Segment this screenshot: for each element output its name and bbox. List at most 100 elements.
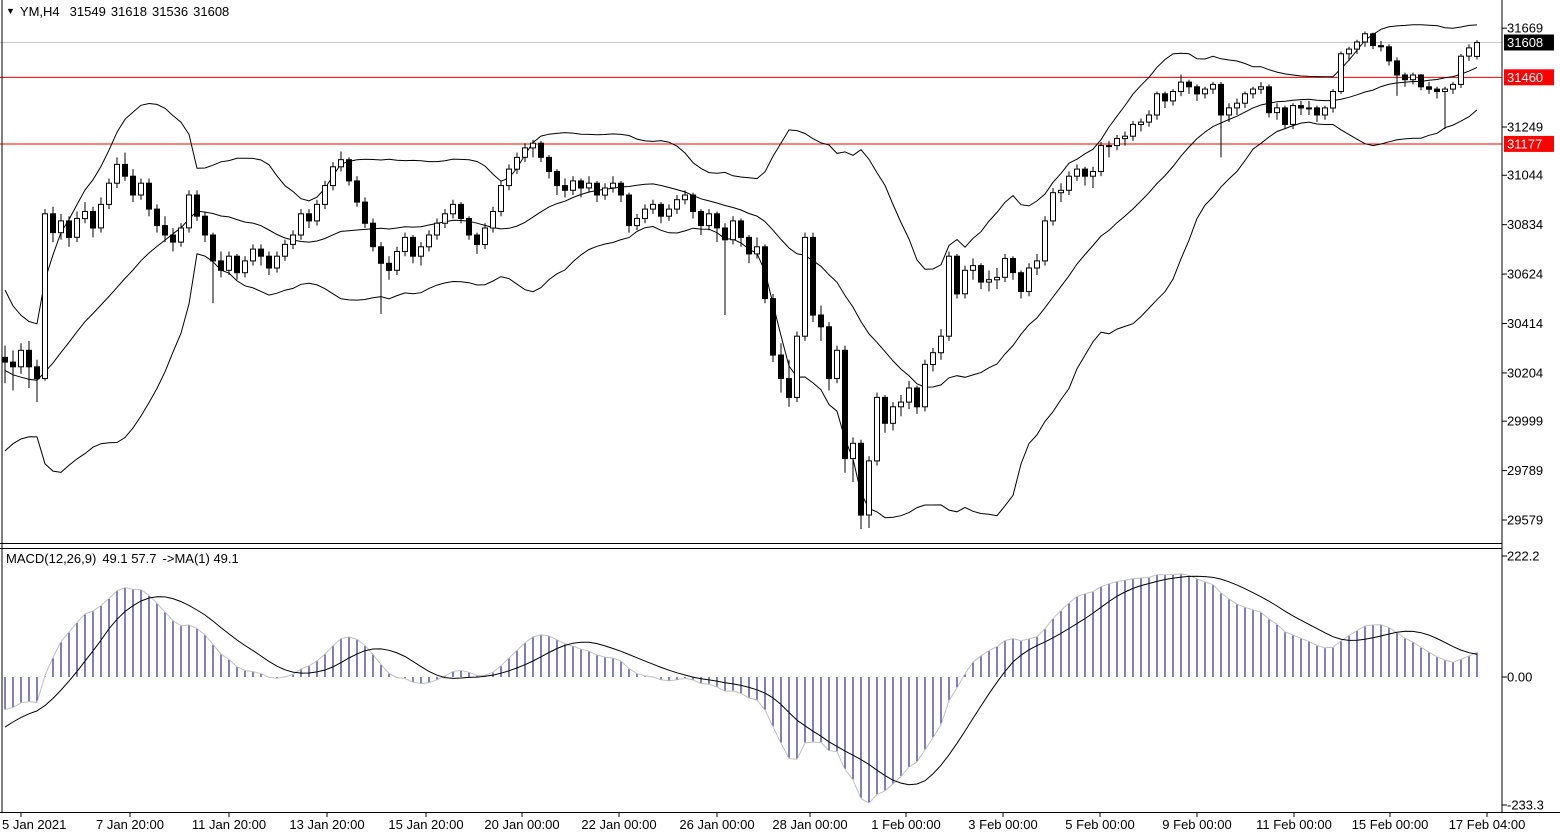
bid-price-tag	[1504, 34, 1554, 51]
candle-bull	[754, 246, 760, 255]
chart-header: ▼ YM,H4 31549 31618 31536 31608	[6, 4, 234, 19]
candle-bull	[850, 442, 856, 460]
bollinger-upper-band	[4, 24, 1478, 325]
level-price-tag-text: 31177	[1507, 136, 1542, 151]
candle-bull	[1234, 102, 1240, 109]
price-tick-label: 29789	[1507, 463, 1543, 478]
candle-bull	[922, 363, 928, 408]
time-label: 15 Feb 00:00	[1352, 817, 1429, 832]
candle-bull	[482, 227, 488, 245]
bollinger-lower-band	[4, 109, 1478, 519]
candle-bear	[162, 225, 168, 236]
candle-bull	[274, 255, 280, 269]
candle-bull	[1114, 138, 1120, 147]
bid-price-tag-text: 31608	[1507, 35, 1543, 50]
candle-bull	[874, 396, 880, 462]
candle-bull	[514, 156, 520, 170]
ohlc-close: 31608	[193, 4, 230, 19]
candle-bear	[658, 203, 664, 217]
time-label: 28 Jan 00:00	[772, 817, 847, 832]
price-panel[interactable]	[0, 24, 1502, 530]
candle-bear	[130, 175, 136, 196]
candle-bull	[730, 220, 736, 241]
candle-bear	[954, 255, 960, 295]
macd-tick-label: 0.00	[1507, 670, 1532, 685]
candle-bull	[970, 265, 976, 271]
candle-bull	[226, 255, 232, 271]
candle-bull	[450, 203, 456, 215]
candle-bear	[26, 349, 32, 368]
candle-bear	[1394, 60, 1400, 76]
candle-bull	[98, 203, 104, 229]
candle-bear	[50, 213, 56, 234]
ohlc-low: 31536	[151, 4, 189, 19]
candle-bear	[594, 182, 600, 196]
candle-bull	[634, 218, 640, 227]
macd-panel[interactable]	[4, 573, 1478, 804]
candle-bull	[1090, 171, 1096, 177]
candle-bear	[474, 234, 480, 245]
candle-bull	[426, 234, 432, 248]
candle-bull	[666, 208, 672, 217]
candle-bear	[1082, 168, 1088, 177]
candle-bull	[106, 182, 112, 205]
candle-bull	[1322, 107, 1328, 116]
candle-bull	[1178, 81, 1184, 92]
candle-bull	[1410, 74, 1416, 81]
candle-bear	[378, 246, 384, 264]
candle-bull	[1058, 189, 1064, 194]
candle-bear	[1418, 74, 1424, 88]
candle-bull	[1138, 121, 1144, 125]
candle-bear	[1298, 105, 1304, 109]
candle-bear	[842, 349, 848, 460]
candle-bull	[1274, 107, 1280, 114]
candle-bull	[1450, 83, 1456, 90]
candle-bear	[546, 156, 552, 172]
candle-bear	[1194, 86, 1200, 95]
candle-bull	[490, 211, 496, 229]
candle-bull	[1122, 135, 1128, 140]
candle-bull	[610, 182, 616, 189]
candle-bull	[82, 211, 88, 220]
candle-bull	[1106, 145, 1112, 148]
candle-bull	[74, 218, 80, 238]
candle-bear	[146, 182, 152, 210]
symbol-period-label: YM,H4	[19, 4, 60, 19]
candle-bull	[242, 260, 248, 274]
candle-bear	[362, 201, 368, 224]
symbol-dropdown-icon[interactable]: ▼	[6, 6, 15, 16]
candle-bull	[986, 279, 992, 283]
candle-bear	[698, 211, 704, 227]
candle-bear	[466, 218, 472, 236]
candle-bear	[202, 215, 208, 236]
candle-bull	[18, 349, 24, 368]
candle-bull	[962, 269, 968, 295]
candle-bull	[794, 335, 800, 398]
time-label: 3 Feb 00:00	[968, 817, 1037, 832]
candle-bull	[682, 194, 688, 201]
time-label: 22 Jan 00:00	[581, 817, 656, 832]
candle-bear	[690, 194, 696, 212]
candle-bull	[114, 163, 120, 184]
macd-tick-label: 222.2	[1507, 549, 1540, 564]
time-label: 9 Feb 00:00	[1162, 817, 1231, 832]
candle-bull	[994, 276, 1000, 281]
candle-bear	[66, 220, 72, 238]
candle-bull	[178, 227, 184, 243]
price-tick-label: 30204	[1507, 365, 1543, 380]
candle-bear	[458, 203, 464, 219]
candle-bear	[1426, 86, 1432, 90]
candle-bear	[1018, 272, 1024, 293]
candle-bull	[834, 349, 840, 379]
candle-bear	[306, 213, 312, 222]
time-label: 5 Feb 00:00	[1065, 817, 1134, 832]
candle-bull	[1154, 93, 1160, 116]
candle-bull	[1362, 33, 1368, 43]
candle-bear	[778, 354, 784, 379]
price-tick-label: 31249	[1507, 120, 1543, 135]
time-label: 20 Jan 00:00	[484, 817, 559, 832]
candle-bull	[802, 236, 808, 337]
level-price-tag	[1504, 69, 1554, 86]
